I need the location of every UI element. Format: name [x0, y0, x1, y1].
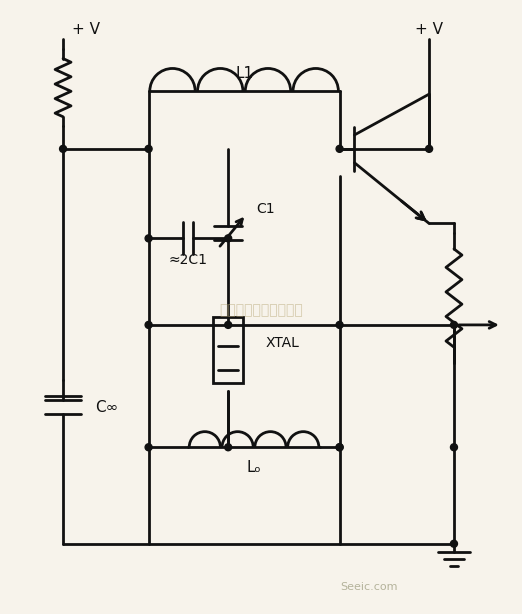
Circle shape — [425, 146, 433, 152]
Text: + V: + V — [415, 22, 443, 37]
Circle shape — [224, 321, 232, 328]
Circle shape — [145, 444, 152, 451]
Text: Seeic.com: Seeic.com — [341, 581, 398, 591]
Circle shape — [450, 321, 457, 328]
Text: XTAL: XTAL — [266, 336, 300, 350]
Circle shape — [145, 235, 152, 242]
Text: C1: C1 — [256, 201, 275, 216]
Text: L1: L1 — [235, 66, 253, 81]
Circle shape — [336, 444, 343, 451]
Circle shape — [60, 146, 66, 152]
Circle shape — [336, 146, 343, 152]
Text: C∞: C∞ — [95, 400, 118, 415]
Circle shape — [450, 444, 457, 451]
Circle shape — [224, 444, 232, 451]
Circle shape — [450, 540, 457, 547]
Text: 杭州将睿科技有限公司: 杭州将睿科技有限公司 — [219, 303, 303, 317]
Circle shape — [145, 146, 152, 152]
Circle shape — [336, 321, 343, 328]
Circle shape — [145, 321, 152, 328]
Text: Lₒ: Lₒ — [247, 460, 262, 475]
Text: ≈2C1: ≈2C1 — [169, 253, 208, 267]
Circle shape — [224, 235, 232, 242]
Text: + V: + V — [72, 22, 100, 37]
Circle shape — [336, 444, 343, 451]
